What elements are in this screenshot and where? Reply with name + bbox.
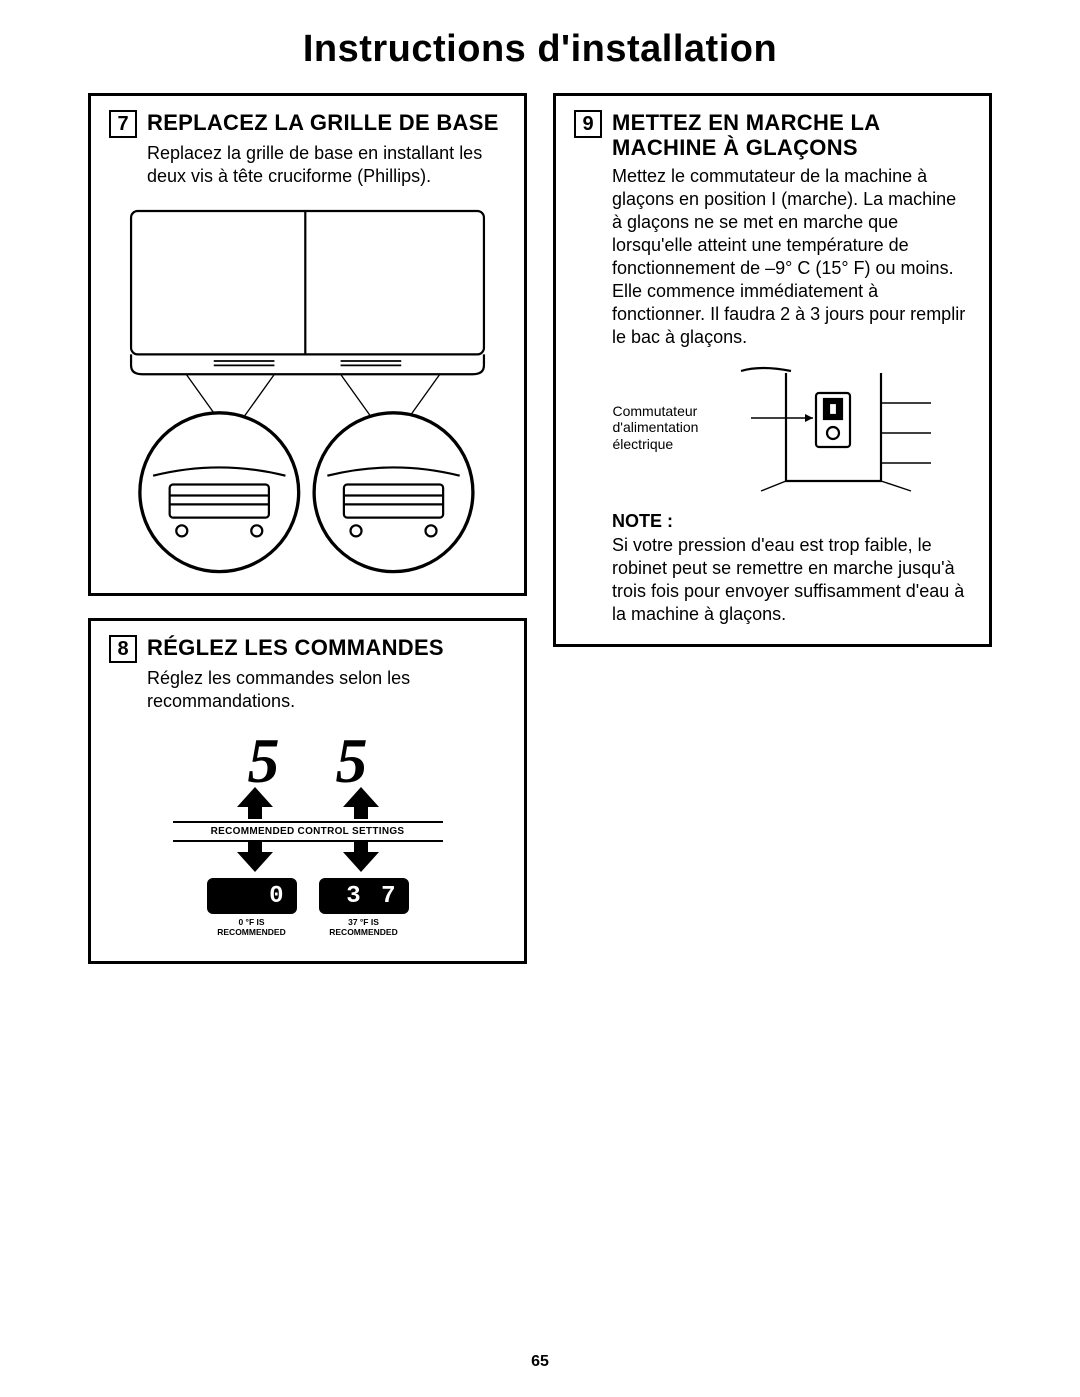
step-9-illustration: Commutateur d'alimentation électrique xyxy=(613,363,933,493)
page-number: 65 xyxy=(0,1353,1080,1371)
rec-left-label: 0 °F IS RECOMMENDED xyxy=(207,917,297,937)
step-9-title: METTEZ EN MARCHE LA MACHINE À GLAÇONS xyxy=(612,110,971,161)
columns: 7 REPLACEZ LA GRILLE DE BASE Replacez la… xyxy=(88,93,992,986)
step-7-title: REPLACEZ LA GRILLE DE BASE xyxy=(147,110,499,135)
step-8-title: RÉGLEZ LES COMMANDES xyxy=(147,635,444,660)
icemaker-switch-diagram-icon xyxy=(731,363,931,493)
page-title: Instructions d'installation xyxy=(88,28,992,71)
lcd-row: 0 3 7 xyxy=(173,878,443,914)
step-8-illustration: 5 5 RECOMMENDED CONTROL SETTINGS 0 3 xyxy=(173,729,443,937)
arrows-down-row xyxy=(173,840,443,872)
step-9-header: 9 METTEZ EN MARCHE LA MACHINE À GLAÇONS xyxy=(574,110,971,161)
step-9-body: Mettez le commutateur de la machine à gl… xyxy=(612,165,971,349)
rec-right-label: 37 °F IS RECOMMENDED xyxy=(319,917,409,937)
step-number-badge: 7 xyxy=(109,110,137,138)
arrow-up-icon xyxy=(230,787,280,819)
step-9-box: 9 METTEZ EN MARCHE LA MACHINE À GLAÇONS … xyxy=(553,93,992,647)
arrows-up-row xyxy=(173,787,443,819)
step-9-note-body: Si votre pression d'eau est trop faible,… xyxy=(612,534,971,626)
setting-digits-row: 5 5 xyxy=(173,729,443,793)
step-8-header: 8 RÉGLEZ LES COMMANDES xyxy=(109,635,506,663)
arrow-down-icon xyxy=(230,840,280,872)
lcd-display-right: 3 7 xyxy=(319,878,409,914)
step-number-badge: 9 xyxy=(574,110,602,138)
arrow-down-icon xyxy=(336,840,386,872)
lcd-display-left: 0 xyxy=(207,878,297,914)
right-column: 9 METTEZ EN MARCHE LA MACHINE À GLAÇONS … xyxy=(553,93,992,986)
step-7-illustration xyxy=(109,200,506,575)
left-column: 7 REPLACEZ LA GRILLE DE BASE Replacez la… xyxy=(88,93,527,986)
page: Instructions d'installation 7 REPLACEZ L… xyxy=(0,0,1080,1397)
note-label: NOTE : xyxy=(612,511,971,532)
arrow-up-icon xyxy=(336,787,386,819)
setting-digit-right: 5 xyxy=(336,729,368,793)
base-grille-diagram-icon xyxy=(109,200,506,575)
step-7-header: 7 REPLACEZ LA GRILLE DE BASE xyxy=(109,110,506,138)
step-7-box: 7 REPLACEZ LA GRILLE DE BASE Replacez la… xyxy=(88,93,527,596)
step-7-body: Replacez la grille de base en installant… xyxy=(147,142,506,188)
setting-digit-left: 5 xyxy=(248,729,280,793)
switch-caption: Commutateur d'alimentation électrique xyxy=(613,403,723,453)
step-8-body: Réglez les commandes selon les recommand… xyxy=(147,667,506,713)
recommendation-row: 0 °F IS RECOMMENDED 37 °F IS RECOMMENDED xyxy=(173,917,443,937)
recommended-label: RECOMMENDED CONTROL SETTINGS xyxy=(173,821,443,842)
step-number-badge: 8 xyxy=(109,635,137,663)
step-8-box: 8 RÉGLEZ LES COMMANDES Réglez les comman… xyxy=(88,618,527,964)
